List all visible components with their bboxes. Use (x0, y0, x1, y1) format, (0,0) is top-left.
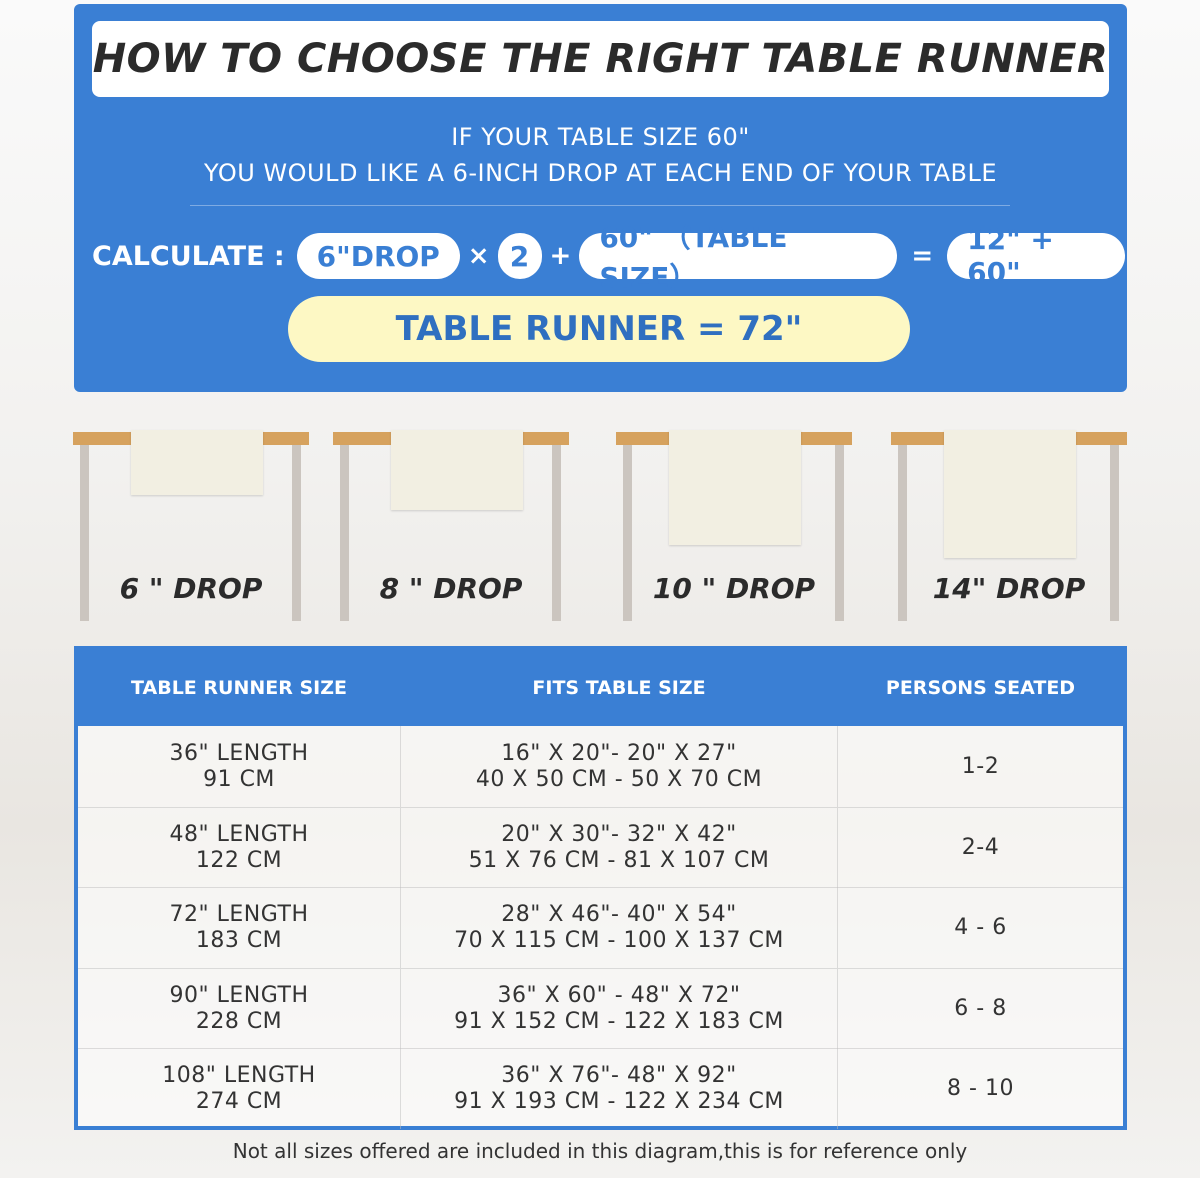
fits-cm: 40 X 50 CM - 50 X 70 CM (475, 766, 763, 792)
table-leg (552, 445, 561, 621)
runner-drop (131, 430, 263, 495)
table-leg (835, 445, 844, 621)
size-inches: 90" LENGTH (169, 982, 309, 1008)
runner-size-cell: 90" LENGTH 228 CM (78, 969, 400, 1049)
persons-seated-cell: 4 - 6 (954, 915, 1007, 941)
calculation-row: CALCULATE : 6"DROP × 2 + 60" （TABLE SIZE… (92, 221, 1126, 294)
table-row: 48" LENGTH 122 CM 20" X 30"- 32" X 42" 51 … (78, 806, 1123, 888)
runner-drop (391, 430, 523, 510)
fits-table-cell: 28" X 46"- 40" X 54" 70 X 115 CM - 100 X … (400, 888, 838, 969)
persons-seated-cell: 2-4 (961, 834, 1000, 860)
size-inches: 48" LENGTH (169, 821, 309, 847)
sum-pill: 12" + 60" (947, 223, 1126, 289)
runner-size-cell: 36" LENGTH 91 CM (78, 726, 400, 807)
example-line-2: YOU WOULD LIKE A 6-INCH DROP AT EACH END… (204, 159, 997, 187)
fits-table-cell: 36" X 60" - 48" X 72" 91 X 152 CM - 122 X… (400, 968, 838, 1049)
size-cm: 183 CM (195, 928, 283, 954)
fits-table-cell: 16" X 20"- 20" X 27" 40 X 50 CM - 50 X 70… (400, 726, 838, 807)
drop-pill: 6"DROP (296, 233, 460, 279)
fits-cm: 91 X 193 CM - 122 X 234 CM (454, 1089, 784, 1115)
size-inches: 108" LENGTH (162, 1063, 316, 1089)
runner-size-cell: 72" LENGTH 183 CM (78, 888, 400, 968)
table-header: TABLE RUNNER SIZE FITS TABLE SIZE PERSON… (78, 650, 1123, 726)
fits-inches: 16" X 20"- 20" X 27" (501, 740, 737, 766)
equals-sign: = (911, 241, 934, 271)
table-leg (340, 445, 349, 621)
fits-cm: 51 X 76 CM - 81 X 107 CM (468, 847, 770, 873)
drop-illustration-8: 8 " DROP (333, 430, 569, 622)
fits-cm: 91 X 152 CM - 122 X 183 CM (454, 1008, 784, 1034)
page-title: HOW TO CHOOSE THE RIGHT TABLE RUNNER (92, 21, 1109, 97)
runner-drop (944, 430, 1076, 558)
footnote: Not all sizes offered are included in th… (232, 1139, 968, 1163)
multiplier-pill: 2 (497, 233, 542, 279)
runner-drop (669, 430, 801, 545)
example-line-1: IF YOUR TABLE SIZE 60" (451, 123, 750, 151)
size-cm: 228 CM (195, 1008, 283, 1034)
runner-size-cell: 48" LENGTH 122 CM (78, 808, 400, 888)
size-cm: 91 CM (203, 766, 275, 792)
size-cm: 274 CM (195, 1089, 283, 1115)
size-inches: 72" LENGTH (169, 902, 309, 928)
times-sign: × (467, 241, 490, 271)
table-row: 90" LENGTH 228 CM 36" X 60" - 48" X 72" 91… (78, 967, 1123, 1049)
size-inches: 36" LENGTH (169, 740, 309, 766)
fits-table-cell: 36" X 76"- 48" X 92" 91 X 193 CM - 122 X … (400, 1049, 838, 1130)
header-persons-seated: PERSONS SEATED (885, 677, 1076, 699)
fits-inches: 20" X 30"- 32" X 42" (501, 821, 737, 847)
persons-seated-cell: 8 - 10 (947, 1076, 1014, 1102)
table-row: 108" LENGTH 274 CM 36" X 76"- 48" X 92" 91… (78, 1048, 1123, 1130)
table-leg (898, 445, 907, 621)
table-leg (80, 445, 89, 621)
table-row: 36" LENGTH 91 CM 16" X 20"- 20" X 27" 40 X… (78, 726, 1123, 807)
drop-illustration-6: 6 " DROP (73, 430, 309, 622)
divider (190, 205, 1010, 206)
drop-illustration-14: 14" DROP (891, 430, 1127, 622)
drop-label: 14" DROP (932, 572, 1086, 605)
drop-label: 10 " DROP (652, 572, 816, 605)
fits-table-cell: 20" X 30"- 32" X 42" 51 X 76 CM - 81 X 10… (400, 807, 838, 888)
plus-sign: + (549, 241, 572, 271)
table-row: 72" LENGTH 183 CM 28" X 46"- 40" X 54" 70 … (78, 887, 1123, 969)
result-pill: TABLE RUNNER = 72" (288, 296, 910, 362)
table-size-pill: 60" （TABLE SIZE） (579, 221, 898, 294)
fits-inches: 36" X 60" - 48" X 72" (497, 982, 741, 1008)
calculate-label: CALCULATE : (92, 240, 285, 272)
fits-inches: 28" X 46"- 40" X 54" (501, 902, 737, 928)
header-runner-size: TABLE RUNNER SIZE (131, 677, 347, 699)
persons-seated-cell: 1-2 (961, 753, 1000, 779)
runner-size-cell: 108" LENGTH 274 CM (78, 1049, 400, 1129)
fits-inches: 36" X 76"- 48" X 92" (501, 1063, 737, 1089)
size-cm: 122 CM (195, 847, 283, 873)
drop-illustration-10: 10 " DROP (616, 430, 852, 622)
table-leg (623, 445, 632, 621)
size-table: TABLE RUNNER SIZE FITS TABLE SIZE PERSON… (74, 646, 1127, 1130)
drop-label: 8 " DROP (379, 572, 523, 605)
fits-cm: 70 X 115 CM - 100 X 137 CM (454, 928, 784, 954)
persons-seated-cell: 6 - 8 (954, 995, 1007, 1021)
header-fits-table-size: FITS TABLE SIZE (532, 677, 706, 699)
table-leg (292, 445, 301, 621)
table-leg (1110, 445, 1119, 621)
drop-label: 6 " DROP (119, 572, 263, 605)
